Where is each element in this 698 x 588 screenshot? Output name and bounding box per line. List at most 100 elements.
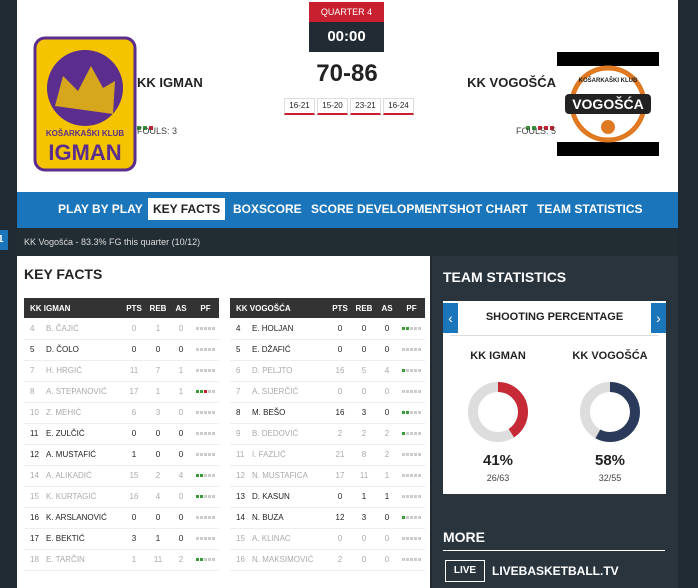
prev-button[interactable]: ‹	[443, 303, 458, 333]
player-row: 8 M. BEŠO 16 3 0	[230, 402, 425, 424]
foul-dot	[418, 327, 421, 330]
foul-dot	[208, 327, 211, 330]
foul-dot	[414, 558, 417, 561]
player-name: D. ČOLO	[46, 345, 79, 354]
player-name: K. ARSLANOVIĆ	[46, 513, 107, 522]
player-number: 14	[30, 471, 39, 480]
foul-dot	[200, 432, 203, 435]
personal-fouls	[192, 558, 219, 561]
foul-dot	[208, 495, 211, 498]
foul-dot	[196, 432, 199, 435]
foul-dot	[418, 558, 421, 561]
clock: 00:00	[309, 22, 384, 52]
foul-dot	[406, 390, 409, 393]
nav-item[interactable]: TEAM STATISTICS	[537, 202, 643, 216]
nav-item[interactable]: PLAY BY PLAY	[58, 202, 143, 216]
personal-fouls	[398, 537, 425, 540]
foul-dot	[406, 516, 409, 519]
foul-dot	[212, 453, 215, 456]
foul-dot	[414, 327, 417, 330]
foul-dot	[410, 537, 413, 540]
player-row: 17 E. BEKTIĆ 3 1 0	[24, 528, 219, 550]
foul-dot	[200, 495, 203, 498]
foul-dot	[410, 411, 413, 414]
foul-dot	[406, 558, 409, 561]
foul-dot	[410, 474, 413, 477]
foul-dot	[406, 474, 409, 477]
logo-text: KOŠARKAŠKI KLUB	[579, 76, 638, 84]
stat-reb: 0	[361, 534, 367, 543]
next-button[interactable]: ›	[651, 303, 666, 333]
away-name: KK VOGOŠĆA	[467, 75, 556, 90]
donut	[580, 382, 640, 442]
nav-item[interactable]: BOXSCORE	[233, 202, 302, 216]
more-link[interactable]: LIVEBASKETBALL.TV	[492, 564, 619, 578]
player-name: A. ALIKADIĆ	[46, 471, 92, 480]
foul-dot	[550, 126, 554, 130]
nav-item[interactable]: KEY FACTS	[148, 198, 226, 220]
player-row: 5 D. ČOLO 0 0 0	[24, 339, 219, 361]
foul-dot	[418, 411, 421, 414]
foul-dot	[406, 537, 409, 540]
foul-dot	[196, 411, 199, 414]
label: FOULS:	[137, 126, 170, 136]
player-row: 16 K. ARSLANOVIĆ 0 0 0	[24, 507, 219, 529]
stat-pts: 2	[337, 555, 343, 564]
stat-pts: 16	[129, 492, 139, 501]
foul-dot	[200, 348, 203, 351]
foul-dot	[204, 327, 207, 330]
foul-dot	[204, 516, 207, 519]
foul-dot	[414, 474, 417, 477]
foul-dot	[402, 348, 405, 351]
more-title: MORE	[443, 529, 485, 545]
foul-dot	[149, 126, 153, 130]
player-number: 8	[30, 387, 35, 396]
foul-dot	[402, 558, 405, 561]
stat-reb: 3	[361, 408, 367, 417]
foul-dot	[410, 327, 413, 330]
foul-dot	[410, 453, 413, 456]
player-row: 6 D. PELJTO 16 5 4	[230, 360, 425, 382]
away-foul-dots	[526, 117, 556, 130]
nav-item[interactable]: SCORE DEVELOPMENT	[311, 202, 449, 216]
player-name: N. BUZA	[252, 513, 284, 522]
nav-item[interactable]: SHOT CHART	[449, 202, 528, 216]
stat-pts: 17	[129, 387, 139, 396]
player-row: 8 A. STEPANOVIĆ 17 1 1	[24, 381, 219, 403]
foul-dot	[212, 537, 215, 540]
player-row: 16 N. MAKSIMOVIĆ 2 0 0	[230, 549, 425, 571]
personal-fouls	[398, 390, 425, 393]
foul-dot	[414, 348, 417, 351]
foul-dot	[418, 390, 421, 393]
player-number: 5	[236, 345, 241, 354]
foul-dot	[410, 348, 413, 351]
donut	[468, 382, 528, 442]
personal-fouls	[398, 348, 425, 351]
player-name: E. HOLJAN	[252, 324, 294, 333]
foul-dot	[414, 495, 417, 498]
player-number: 7	[30, 366, 35, 375]
foul-dot	[204, 558, 207, 561]
quarter-score: 15-20	[317, 98, 348, 115]
quarter-score: 16-24	[383, 98, 414, 115]
value: 3	[172, 126, 178, 136]
foul-dot	[414, 411, 417, 414]
stat-as: 2	[178, 555, 184, 564]
key-facts-title: KEY FACTS	[24, 266, 103, 282]
stat-as: 2	[384, 450, 390, 459]
player-name: N. MUSTAFICA	[252, 471, 308, 480]
column-header: KK VOGOŠĆA	[236, 303, 291, 313]
player-name: Z. MEHIĆ	[46, 408, 82, 417]
foul-dot	[212, 411, 215, 414]
foul-dot	[196, 537, 199, 540]
player-name: N. MAKSIMOVIĆ	[252, 555, 314, 564]
card-title: SHOOTING PERCENTAGE	[485, 311, 624, 323]
player-name: A. KLINAC	[252, 534, 291, 543]
foul-dot	[410, 495, 413, 498]
divider	[450, 335, 659, 336]
side-tab[interactable]: 1	[0, 230, 8, 250]
player-number: 18	[30, 555, 39, 564]
stat-reb: 0	[155, 450, 161, 459]
foul-dot	[418, 495, 421, 498]
player-number: 17	[30, 534, 39, 543]
